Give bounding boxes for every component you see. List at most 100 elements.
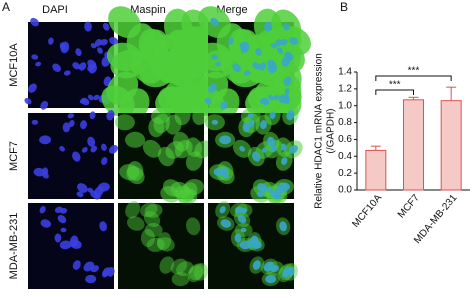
nucleus — [267, 59, 277, 69]
nucleus — [72, 260, 81, 270]
cytoplasm — [142, 139, 162, 158]
y-tick-label: 1.0 — [338, 100, 352, 111]
nucleus — [78, 62, 87, 71]
nucleus — [102, 22, 110, 31]
nucleus — [252, 151, 261, 162]
y-tick-label: 0.2 — [338, 168, 352, 179]
cytoplasm — [125, 201, 141, 219]
nucleus — [48, 37, 54, 45]
nucleus — [281, 157, 288, 165]
y-axis-label: (/GAPDH) — [326, 109, 337, 154]
nucleus — [286, 109, 295, 121]
nucleus — [99, 221, 107, 232]
panel-letter: B — [340, 0, 348, 14]
cytoplasm — [140, 202, 158, 218]
nucleus — [247, 113, 255, 119]
significance-bracket — [375, 89, 414, 95]
y-tick-label: 1.2 — [338, 83, 352, 94]
nucleus — [93, 94, 100, 101]
nucleus — [35, 61, 42, 67]
panel-letter: A — [2, 0, 10, 14]
nucleus — [52, 63, 61, 72]
nucleus — [75, 48, 82, 57]
nucleus — [274, 39, 282, 47]
bar — [365, 149, 387, 191]
column-header: Maspin — [130, 4, 165, 16]
cytoplasm — [187, 265, 203, 283]
cytoplasm — [139, 58, 176, 88]
cytoplasm — [186, 217, 201, 236]
nucleus — [28, 83, 37, 93]
nucleus — [106, 109, 115, 121]
nucleus — [54, 206, 63, 213]
nucleus — [248, 119, 255, 128]
nucleus — [243, 70, 251, 76]
nucleus — [267, 94, 274, 101]
cytoplasm — [114, 114, 135, 131]
bar — [403, 99, 424, 191]
nucleus — [39, 135, 52, 145]
nucleus — [220, 100, 229, 110]
cytoplasm — [193, 262, 208, 281]
nucleus — [219, 206, 226, 214]
nucleus — [63, 70, 71, 76]
nucleus — [269, 111, 276, 120]
cytoplasm — [146, 237, 165, 252]
cytoplasm — [192, 105, 209, 125]
nucleus — [94, 194, 101, 200]
nucleus — [101, 157, 108, 165]
nucleus — [76, 191, 84, 198]
significance-bracket — [375, 75, 452, 81]
cytoplasm — [153, 113, 170, 134]
nucleus — [87, 59, 97, 69]
nucleus — [39, 206, 46, 214]
nucleus — [108, 36, 119, 45]
nucleus — [69, 235, 79, 247]
cytoplasm — [170, 258, 188, 275]
nucleus — [204, 97, 212, 105]
nucleus — [284, 88, 290, 95]
nucleus — [260, 120, 267, 130]
nucleus — [288, 36, 299, 45]
nucleus — [282, 22, 290, 31]
micrograph — [28, 22, 114, 108]
nucleus — [288, 145, 299, 154]
cytoplasm — [160, 185, 180, 203]
nucleus — [68, 119, 75, 128]
nucleus — [90, 43, 97, 49]
nucleus — [237, 214, 247, 224]
row-label: MCF10A — [8, 43, 20, 87]
nucleus — [278, 94, 290, 103]
nucleus — [84, 21, 92, 32]
cytoplasm — [144, 203, 163, 218]
row-label: MDA-MB-231 — [8, 213, 20, 280]
nucleus — [267, 136, 276, 147]
nucleus — [54, 233, 62, 243]
nucleus — [284, 51, 294, 61]
nucleus — [239, 240, 252, 250]
nucleus — [273, 94, 280, 101]
nucleus — [85, 274, 97, 284]
nucleus — [263, 261, 275, 272]
nucleus — [234, 233, 242, 243]
cytoplasm — [156, 232, 172, 251]
nucleus — [101, 269, 109, 278]
nucleus — [94, 186, 104, 198]
nucleus — [59, 146, 65, 152]
nucleus — [270, 145, 278, 153]
nucleus — [62, 122, 71, 133]
cytoplasm — [126, 23, 156, 60]
nucleus — [267, 187, 274, 193]
nucleus — [256, 191, 264, 198]
nucleus — [283, 76, 292, 87]
nucleus — [72, 151, 81, 162]
cytoplasm — [140, 229, 155, 248]
nucleus — [258, 62, 267, 71]
y-tick-label: 1.4 — [338, 67, 352, 78]
x-tick-label: MCF7 — [396, 192, 422, 220]
cytoplasm — [106, 71, 139, 105]
micrograph — [118, 203, 204, 289]
nucleus — [59, 42, 67, 51]
nucleus — [279, 221, 287, 232]
